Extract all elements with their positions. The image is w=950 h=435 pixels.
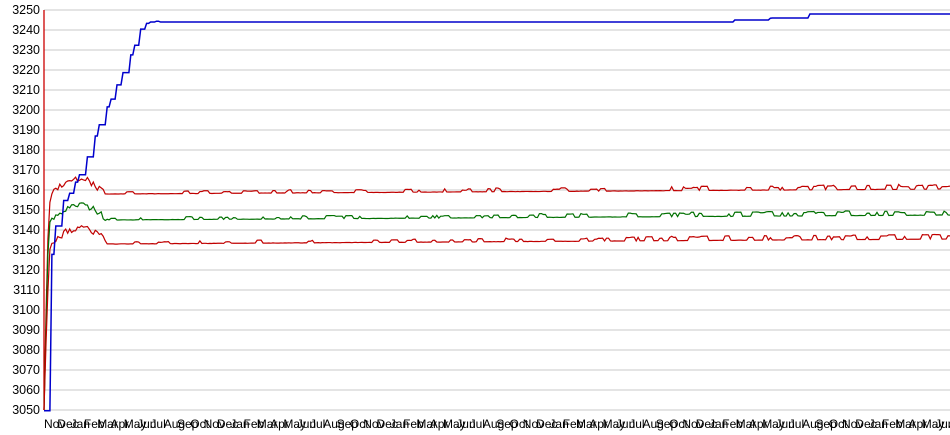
svg-text:3110: 3110	[13, 283, 40, 297]
svg-text:3210: 3210	[12, 83, 40, 97]
svg-text:3060: 3060	[12, 383, 40, 397]
svg-text:3220: 3220	[12, 63, 40, 77]
svg-text:3180: 3180	[12, 143, 40, 157]
svg-text:3070: 3070	[12, 363, 40, 377]
svg-text:3050: 3050	[12, 403, 40, 417]
svg-text:3140: 3140	[12, 223, 40, 237]
svg-text:3240: 3240	[12, 23, 40, 37]
svg-text:3120: 3120	[12, 263, 40, 277]
svg-text:3200: 3200	[12, 103, 40, 117]
svg-text:3100: 3100	[12, 303, 40, 317]
svg-text:3130: 3130	[12, 243, 40, 257]
svg-text:3090: 3090	[12, 323, 40, 337]
svg-text:3160: 3160	[12, 183, 40, 197]
svg-text:3190: 3190	[12, 123, 40, 137]
svg-text:3080: 3080	[12, 343, 40, 357]
svg-text:3230: 3230	[12, 43, 40, 57]
svg-text:3250: 3250	[12, 3, 40, 17]
svg-text:3150: 3150	[12, 203, 40, 217]
svg-text:3170: 3170	[12, 163, 40, 177]
